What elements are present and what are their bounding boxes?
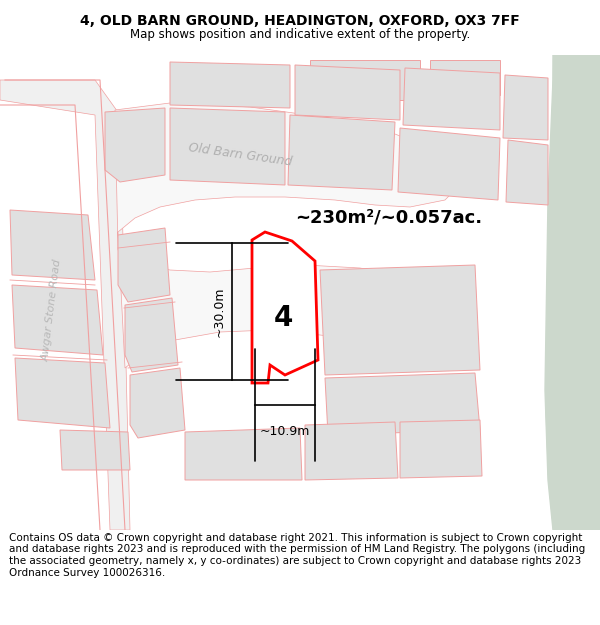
Text: Map shows position and indicative extent of the property.: Map shows position and indicative extent… bbox=[130, 28, 470, 41]
Text: Contains OS data © Crown copyright and database right 2021. This information is : Contains OS data © Crown copyright and d… bbox=[9, 533, 585, 578]
Polygon shape bbox=[398, 128, 500, 200]
Text: Awgar Stone Road: Awgar Stone Road bbox=[41, 258, 63, 362]
Polygon shape bbox=[506, 140, 548, 205]
Polygon shape bbox=[185, 428, 302, 480]
Polygon shape bbox=[0, 80, 130, 530]
Polygon shape bbox=[60, 430, 130, 470]
Polygon shape bbox=[545, 55, 600, 530]
Polygon shape bbox=[288, 115, 395, 190]
Polygon shape bbox=[503, 75, 548, 140]
Text: 4, OLD BARN GROUND, HEADINGTON, OXFORD, OX3 7FF: 4, OLD BARN GROUND, HEADINGTON, OXFORD, … bbox=[80, 14, 520, 28]
Polygon shape bbox=[118, 228, 170, 302]
Polygon shape bbox=[252, 232, 318, 383]
Polygon shape bbox=[320, 265, 480, 375]
Polygon shape bbox=[553, 55, 600, 530]
Polygon shape bbox=[545, 55, 600, 530]
Polygon shape bbox=[550, 55, 600, 530]
Polygon shape bbox=[403, 68, 500, 130]
Polygon shape bbox=[325, 373, 480, 435]
Text: 4: 4 bbox=[274, 304, 293, 332]
Polygon shape bbox=[305, 422, 398, 480]
Polygon shape bbox=[170, 108, 285, 185]
Polygon shape bbox=[170, 62, 290, 108]
Polygon shape bbox=[15, 358, 110, 428]
Polygon shape bbox=[400, 420, 482, 478]
Text: Old Barn Ground: Old Barn Ground bbox=[187, 141, 293, 169]
Text: ~230m²/~0.057ac.: ~230m²/~0.057ac. bbox=[295, 209, 482, 227]
Polygon shape bbox=[10, 210, 95, 280]
Polygon shape bbox=[105, 108, 165, 182]
Polygon shape bbox=[295, 65, 400, 120]
Polygon shape bbox=[430, 60, 500, 95]
Polygon shape bbox=[115, 103, 460, 368]
Text: ~30.0m: ~30.0m bbox=[213, 286, 226, 337]
Polygon shape bbox=[310, 60, 420, 100]
Text: ~10.9m: ~10.9m bbox=[260, 425, 310, 438]
Polygon shape bbox=[12, 285, 103, 355]
Polygon shape bbox=[130, 368, 185, 438]
Polygon shape bbox=[125, 298, 178, 372]
